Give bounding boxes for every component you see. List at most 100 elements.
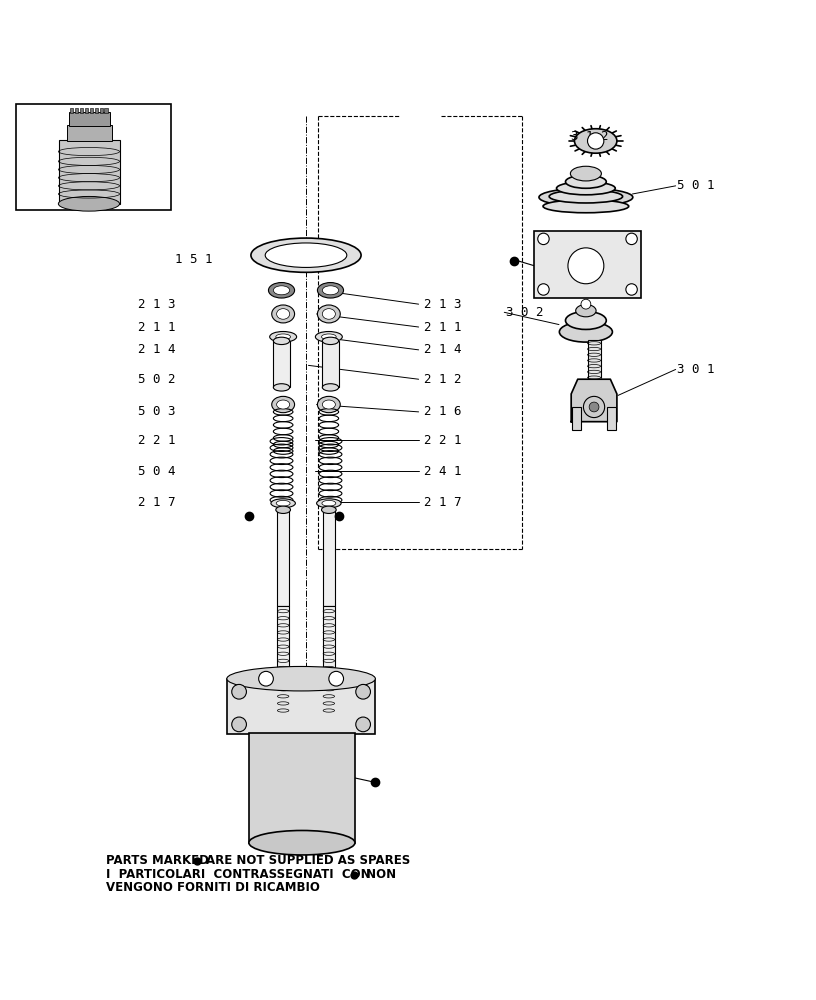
Ellipse shape bbox=[543, 200, 628, 213]
Text: PARTS MARKED: PARTS MARKED bbox=[106, 854, 213, 867]
Polygon shape bbox=[571, 379, 617, 422]
Ellipse shape bbox=[268, 283, 295, 298]
Text: 5 0 3: 5 0 3 bbox=[138, 405, 175, 418]
Circle shape bbox=[583, 396, 605, 418]
Text: 2 1 2: 2 1 2 bbox=[424, 373, 462, 386]
Ellipse shape bbox=[276, 500, 290, 506]
Bar bbox=[227, 679, 375, 734]
Bar bbox=[16, 104, 171, 210]
Ellipse shape bbox=[277, 400, 290, 409]
Text: 2 4 1: 2 4 1 bbox=[424, 465, 462, 478]
Ellipse shape bbox=[322, 384, 339, 391]
Text: ARE NOT SUPPLIED AS SPARES: ARE NOT SUPPLIED AS SPARES bbox=[206, 854, 410, 867]
Bar bbox=[95, 108, 98, 113]
Ellipse shape bbox=[549, 190, 623, 203]
Ellipse shape bbox=[322, 286, 339, 295]
Text: 2 1 3: 2 1 3 bbox=[424, 298, 462, 311]
Ellipse shape bbox=[271, 499, 295, 508]
Text: NON: NON bbox=[362, 868, 397, 881]
Ellipse shape bbox=[272, 396, 295, 413]
Bar bbox=[100, 108, 103, 113]
Ellipse shape bbox=[276, 334, 290, 340]
Text: 3 0 1: 3 0 1 bbox=[677, 363, 715, 376]
Ellipse shape bbox=[227, 666, 375, 691]
Bar bbox=[80, 108, 83, 113]
Circle shape bbox=[581, 299, 591, 309]
Ellipse shape bbox=[315, 331, 343, 342]
Circle shape bbox=[568, 248, 604, 284]
Ellipse shape bbox=[272, 305, 295, 323]
Ellipse shape bbox=[251, 238, 361, 272]
Ellipse shape bbox=[317, 499, 341, 508]
Circle shape bbox=[538, 284, 549, 295]
Bar bbox=[249, 733, 355, 843]
Ellipse shape bbox=[574, 129, 617, 153]
Bar bbox=[59, 140, 120, 204]
Ellipse shape bbox=[265, 243, 347, 267]
Bar bbox=[67, 125, 112, 141]
Bar bbox=[277, 510, 289, 606]
Ellipse shape bbox=[557, 182, 615, 195]
Bar bbox=[323, 510, 335, 606]
Ellipse shape bbox=[322, 500, 336, 506]
Bar bbox=[322, 341, 339, 387]
Ellipse shape bbox=[539, 188, 632, 206]
Ellipse shape bbox=[273, 384, 290, 391]
Text: 2 1 7: 2 1 7 bbox=[138, 496, 175, 509]
Bar bbox=[323, 606, 335, 712]
Text: 5 0 4: 5 0 4 bbox=[138, 465, 175, 478]
Bar bbox=[90, 108, 93, 113]
Text: 2 1 1: 2 1 1 bbox=[424, 321, 462, 334]
Text: 2 1 3: 2 1 3 bbox=[138, 298, 175, 311]
Ellipse shape bbox=[570, 166, 601, 181]
Bar bbox=[70, 108, 73, 113]
Text: VENGONO FORNITI DI RICAMBIO: VENGONO FORNITI DI RICAMBIO bbox=[106, 881, 320, 894]
Circle shape bbox=[538, 233, 549, 245]
Ellipse shape bbox=[269, 331, 297, 342]
Circle shape bbox=[356, 717, 370, 732]
Ellipse shape bbox=[59, 196, 119, 211]
Ellipse shape bbox=[249, 830, 355, 855]
Bar bbox=[588, 340, 601, 379]
Text: 1 5 1: 1 5 1 bbox=[175, 253, 212, 266]
Text: 2 1 6: 2 1 6 bbox=[424, 405, 462, 418]
Ellipse shape bbox=[565, 312, 606, 329]
Bar bbox=[534, 231, 641, 298]
Text: 5 0 1: 5 0 1 bbox=[677, 179, 715, 192]
Bar bbox=[104, 108, 108, 113]
Ellipse shape bbox=[277, 309, 290, 319]
Bar bbox=[75, 108, 78, 113]
Circle shape bbox=[626, 233, 637, 245]
Ellipse shape bbox=[317, 396, 340, 413]
Ellipse shape bbox=[559, 322, 612, 342]
Ellipse shape bbox=[273, 337, 290, 345]
Text: 2 2 1: 2 2 1 bbox=[138, 434, 175, 447]
Circle shape bbox=[626, 284, 637, 295]
Ellipse shape bbox=[322, 506, 336, 513]
Circle shape bbox=[232, 684, 246, 699]
Ellipse shape bbox=[317, 283, 344, 298]
Ellipse shape bbox=[317, 305, 340, 323]
Circle shape bbox=[589, 402, 599, 412]
Text: 2 2 1: 2 2 1 bbox=[424, 434, 462, 447]
Ellipse shape bbox=[276, 506, 290, 513]
Text: 5 0 2: 5 0 2 bbox=[138, 373, 175, 386]
Ellipse shape bbox=[322, 309, 335, 319]
Text: 3 1 2: 3 1 2 bbox=[571, 130, 609, 143]
Ellipse shape bbox=[565, 175, 606, 188]
Bar bbox=[273, 341, 290, 387]
Bar bbox=[69, 112, 110, 126]
Bar bbox=[607, 407, 616, 430]
Bar bbox=[85, 108, 88, 113]
Bar bbox=[572, 407, 581, 430]
Ellipse shape bbox=[322, 400, 335, 409]
Text: 2 1 4: 2 1 4 bbox=[424, 343, 462, 356]
Circle shape bbox=[232, 717, 246, 732]
Text: 2 1 4: 2 1 4 bbox=[138, 343, 175, 356]
Ellipse shape bbox=[322, 334, 336, 340]
Text: 3 0 2: 3 0 2 bbox=[506, 306, 543, 319]
Bar bbox=[277, 606, 289, 712]
Circle shape bbox=[259, 671, 273, 686]
Ellipse shape bbox=[322, 337, 339, 345]
Circle shape bbox=[588, 133, 604, 149]
